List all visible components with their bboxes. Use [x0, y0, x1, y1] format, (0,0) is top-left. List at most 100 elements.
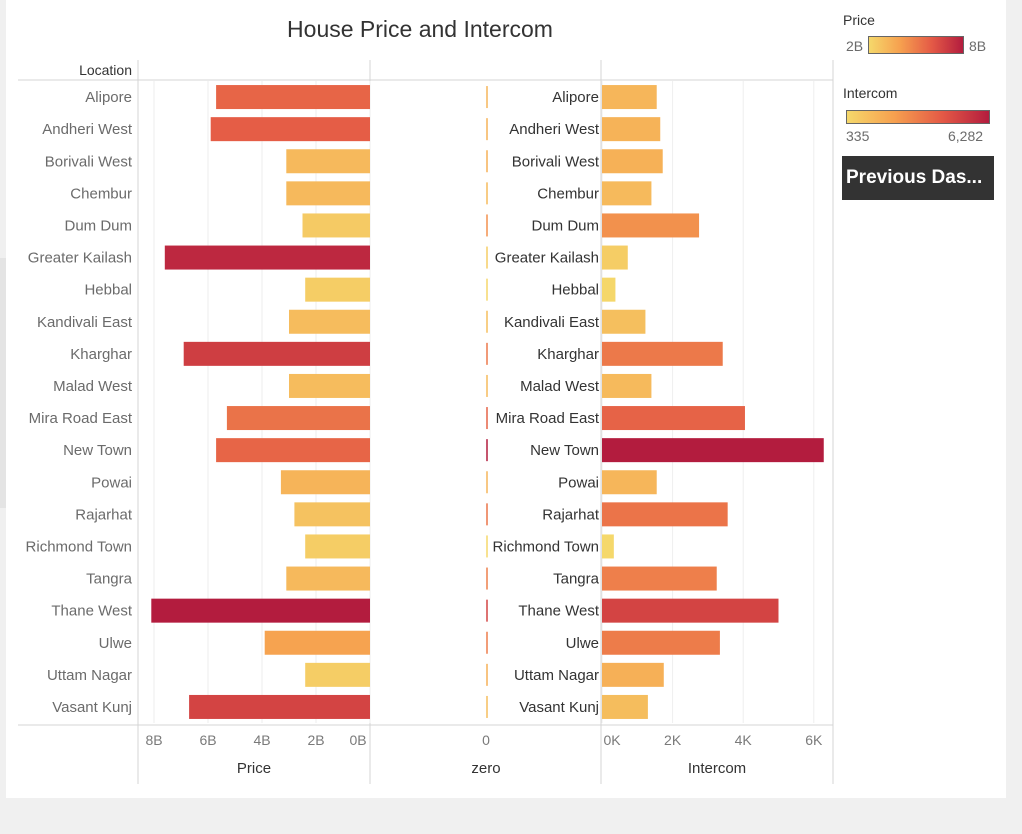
price-bar [183, 341, 370, 366]
zero-label: New Town [530, 442, 599, 459]
price-tick-label: 4B [253, 732, 270, 748]
price-axis-title: Price [237, 760, 271, 777]
zero-label: Kharghar [537, 346, 599, 363]
location-label: Ulwe [99, 635, 132, 652]
intercom-color-legend [846, 110, 990, 124]
zero-tick-label: 0 [482, 732, 490, 748]
intercom-bar [602, 406, 745, 431]
location-label: Kandivali East [37, 314, 133, 331]
bars-layer [151, 85, 824, 719]
previous-dashboard-button[interactable]: Previous Das... [842, 156, 994, 200]
zero-label: Thane West [518, 603, 599, 620]
zero-label: Borivali West [512, 153, 600, 170]
intercom-bar [602, 85, 657, 110]
zero-label: Malad West [520, 378, 600, 395]
intercom-bar [602, 438, 824, 463]
location-header: Location [79, 62, 132, 78]
intercom-legend-title: Intercom [843, 85, 898, 101]
intercom-bar [602, 245, 628, 270]
location-label: Kharghar [70, 346, 132, 363]
intercom-bar [602, 213, 700, 238]
price-bar [189, 694, 370, 719]
intercom-bar [602, 502, 728, 527]
zero-label: Rajarhat [542, 506, 600, 523]
intercom-legend-max: 6,282 [948, 128, 984, 144]
zero-label: Hebbal [551, 282, 599, 299]
price-bar [294, 502, 370, 527]
location-label: Vasant Kunj [52, 699, 132, 716]
price-bar [216, 438, 370, 463]
price-intercom-chart: Location Alipore Alipore Andheri West Andher… [18, 60, 834, 784]
zero-label: Powai [558, 474, 599, 491]
price-bar [286, 566, 370, 591]
price-bar [286, 149, 370, 174]
intercom-bar [602, 534, 614, 559]
intercom-legend-min: 335 [846, 128, 870, 144]
price-legend-max: 8B [969, 38, 987, 54]
intercom-tick-label: 0K [603, 732, 621, 748]
price-bar [305, 534, 370, 559]
price-bar [210, 117, 370, 142]
price-bar [286, 181, 370, 206]
price-bar [164, 245, 370, 270]
price-bar [280, 470, 370, 495]
price-bar [264, 630, 370, 655]
text-layer: Location Alipore Alipore Andheri West Andher… [26, 62, 823, 777]
zero-label: Kandivali East [504, 314, 600, 331]
intercom-bar [602, 630, 720, 655]
zero-label: Tangra [553, 571, 600, 588]
location-label: Dum Dum [64, 217, 132, 234]
price-bar [216, 85, 370, 110]
price-bar [305, 662, 370, 687]
price-legend-min: 2B [846, 38, 864, 54]
zero-label: Vasant Kunj [519, 699, 599, 716]
location-label: Chembur [70, 185, 132, 202]
intercom-bar [602, 470, 657, 495]
intercom-tick-label: 6K [805, 732, 823, 748]
zero-label: Ulwe [566, 635, 599, 652]
intercom-bar [602, 309, 646, 334]
location-label: Thane West [51, 603, 132, 620]
zero-label: Mira Road East [496, 410, 600, 427]
intercom-bar [602, 566, 717, 591]
location-label: Borivali West [45, 153, 133, 170]
zero-label: Dum Dum [531, 217, 599, 234]
zero-label: Alipore [552, 89, 599, 106]
price-legend-title: Price [843, 12, 875, 28]
location-label: Tangra [86, 571, 133, 588]
price-bar [302, 213, 370, 238]
intercom-bar [602, 341, 723, 366]
intercom-axis-title: Intercom [688, 760, 746, 777]
location-label: Malad West [53, 378, 133, 395]
location-label: Mira Road East [29, 410, 133, 427]
location-label: Rajarhat [75, 506, 133, 523]
price-tick-label: 0B [349, 732, 366, 748]
price-bar [289, 309, 370, 334]
price-color-legend [868, 36, 964, 54]
zero-label: Richmond Town [493, 538, 599, 555]
location-label: Hebbal [84, 282, 132, 299]
price-bar [226, 406, 370, 431]
intercom-bar [602, 662, 664, 687]
zero-axis-title: zero [471, 760, 500, 777]
intercom-tick-label: 4K [735, 732, 753, 748]
intercom-bar [602, 181, 652, 206]
location-label: Greater Kailash [28, 250, 132, 267]
dashboard-canvas [6, 0, 1006, 798]
zero-label: Greater Kailash [495, 250, 599, 267]
location-label: Powai [91, 474, 132, 491]
intercom-bar [602, 117, 661, 142]
intercom-bar [602, 149, 663, 174]
price-bar [289, 373, 370, 398]
price-tick-label: 2B [307, 732, 324, 748]
price-tick-label: 6B [199, 732, 216, 748]
price-bar [151, 598, 370, 623]
chart-title: House Price and Intercom [287, 16, 553, 42]
intercom-bar [602, 598, 779, 623]
zero-label: Chembur [537, 185, 599, 202]
left-scroll-strip [0, 258, 6, 508]
intercom-bar [602, 277, 616, 302]
intercom-bar [602, 373, 652, 398]
price-bar [305, 277, 370, 302]
location-label: Uttam Nagar [47, 667, 132, 684]
